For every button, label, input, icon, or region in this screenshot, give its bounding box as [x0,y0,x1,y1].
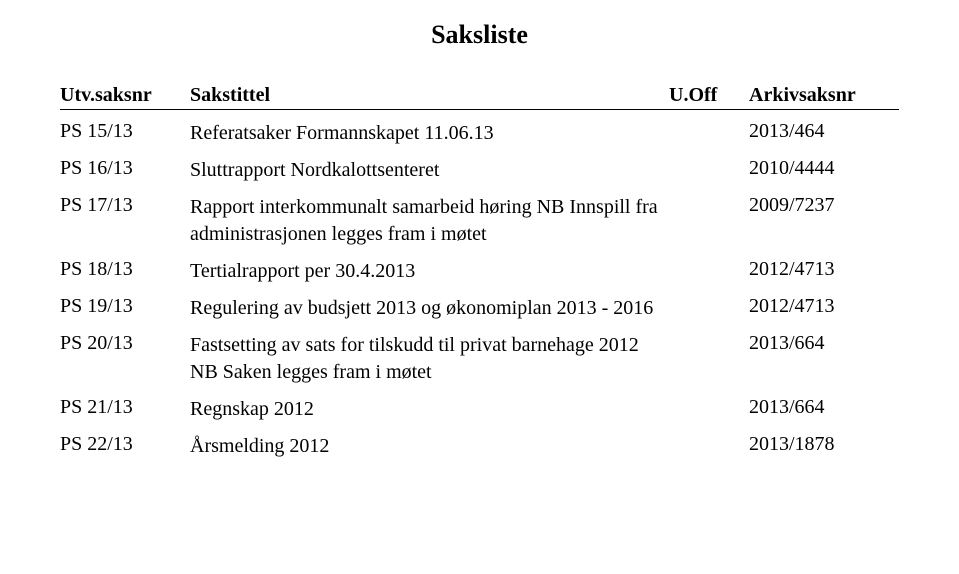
cell-sakstittel: Rapport interkommunalt samarbeid høring … [190,194,669,248]
cell-sakstittel: Referatsaker Formannskapet 11.06.13 [190,120,669,147]
cell-sakstittel: Sluttrapport Nordkalottsenteret [190,157,669,184]
cell-arkiv: 2013/1878 [749,433,899,456]
header-uoff: U.Off [669,84,749,107]
page-title: Saksliste [60,20,899,50]
table-row: PS 20/13 Fastsetting av sats for tilskud… [60,322,899,386]
cell-saksnr: PS 15/13 [60,120,190,143]
cell-sakstittel: Regulering av budsjett 2013 og økonomipl… [190,295,669,322]
cell-saksnr: PS 17/13 [60,194,190,217]
table-row: PS 22/13 Årsmelding 2012 2013/1878 [60,423,899,460]
cell-saksnr: PS 19/13 [60,295,190,318]
header-sakstittel: Sakstittel [190,84,669,107]
cell-saksnr: PS 22/13 [60,433,190,456]
cell-saksnr: PS 16/13 [60,157,190,180]
cell-arkiv: 2010/4444 [749,157,899,180]
cell-sakstittel: Tertialrapport per 30.4.2013 [190,258,669,285]
cell-saksnr: PS 21/13 [60,396,190,419]
table-row: PS 17/13 Rapport interkommunalt samarbei… [60,184,899,248]
table-row: PS 21/13 Regnskap 2012 2013/664 [60,386,899,423]
cell-arkiv: 2009/7237 [749,194,899,217]
table-row: PS 19/13 Regulering av budsjett 2013 og … [60,285,899,322]
cell-arkiv: 2012/4713 [749,258,899,281]
cell-arkiv: 2013/464 [749,120,899,143]
cell-arkiv: 2012/4713 [749,295,899,318]
cell-saksnr: PS 18/13 [60,258,190,281]
document-page: Saksliste Utv.saksnr Sakstittel U.Off Ar… [0,0,959,460]
header-arkivsaksnr: Arkivsaksnr [749,84,899,107]
cell-arkiv: 2013/664 [749,332,899,355]
cell-sakstittel: Regnskap 2012 [190,396,669,423]
table-row: PS 16/13 Sluttrapport Nordkalottsenteret… [60,147,899,184]
cell-saksnr: PS 20/13 [60,332,190,355]
table-row: PS 15/13 Referatsaker Formannskapet 11.0… [60,110,899,147]
cell-sakstittel: Fastsetting av sats for tilskudd til pri… [190,332,669,386]
table-row: PS 18/13 Tertialrapport per 30.4.2013 20… [60,248,899,285]
table-header: Utv.saksnr Sakstittel U.Off Arkivsaksnr [60,84,899,110]
cell-sakstittel: Årsmelding 2012 [190,433,669,460]
cell-arkiv: 2013/664 [749,396,899,419]
header-saksnr: Utv.saksnr [60,84,190,107]
